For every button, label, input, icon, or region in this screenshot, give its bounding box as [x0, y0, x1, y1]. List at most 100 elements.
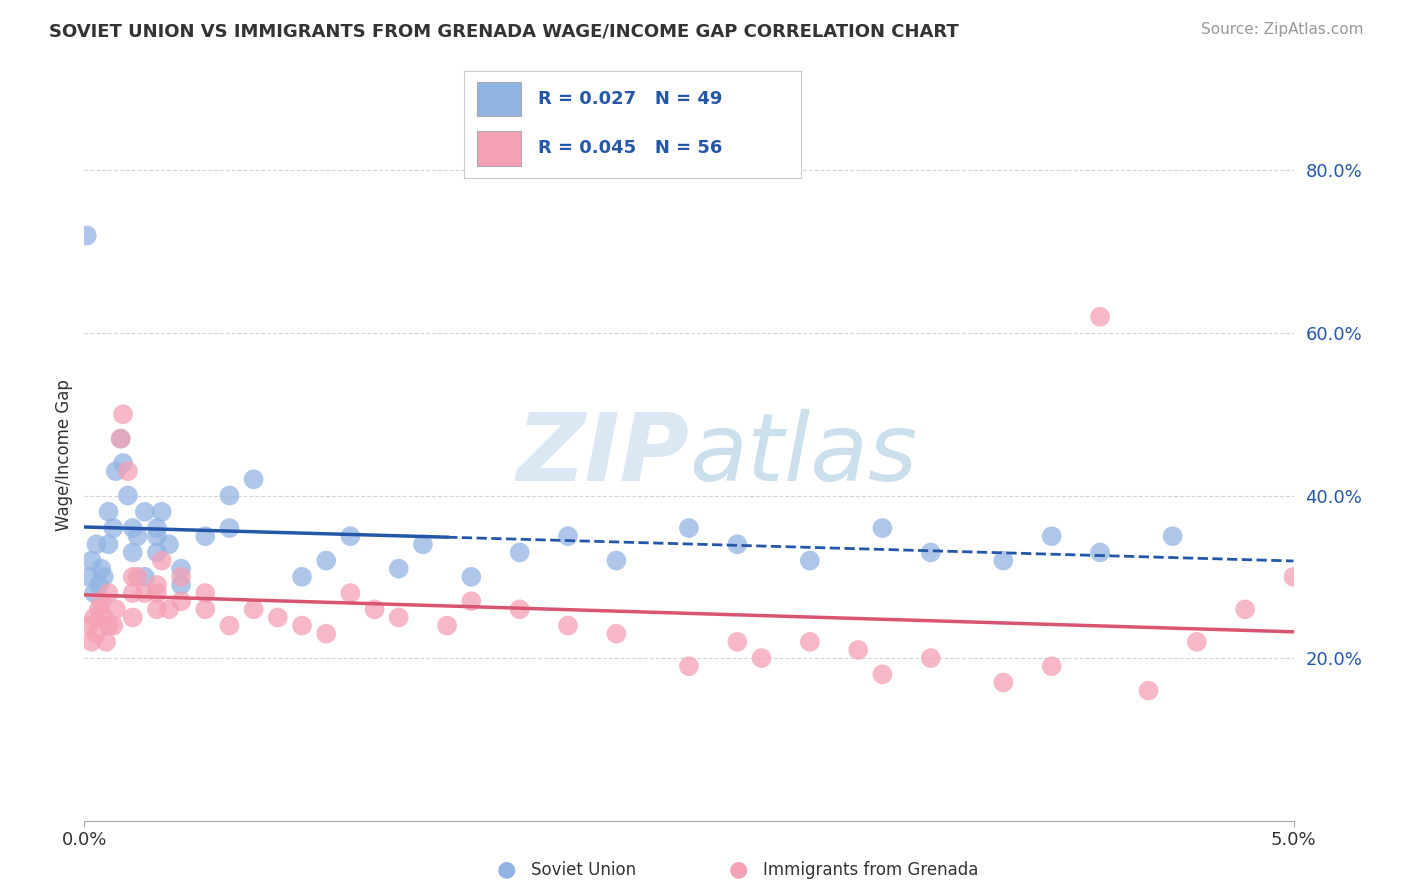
Point	[799, 553, 821, 567]
Point	[110, 432, 132, 446]
Point	[605, 626, 627, 640]
Point	[121, 521, 143, 535]
Point	[150, 505, 173, 519]
Point	[218, 489, 240, 503]
Point	[87, 602, 110, 616]
Text: ●: ●	[728, 860, 748, 880]
Point	[460, 594, 482, 608]
Point	[218, 521, 240, 535]
Point	[134, 570, 156, 584]
Point	[388, 610, 411, 624]
Point	[170, 594, 193, 608]
Point	[127, 529, 149, 543]
Point	[90, 562, 112, 576]
Point	[1088, 310, 1111, 324]
Text: SOVIET UNION VS IMMIGRANTS FROM GRENADA WAGE/INCOME GAP CORRELATION CHART: SOVIET UNION VS IMMIGRANTS FROM GRENADA …	[49, 22, 959, 40]
Point	[117, 489, 139, 503]
Point	[605, 553, 627, 567]
Point	[104, 464, 127, 478]
Point	[872, 667, 894, 681]
Point	[388, 562, 411, 576]
Point	[993, 675, 1015, 690]
Point	[97, 618, 120, 632]
Point	[242, 602, 264, 616]
Point	[146, 578, 169, 592]
Point	[103, 521, 125, 535]
Point	[799, 635, 821, 649]
Point	[291, 570, 314, 584]
Point	[920, 651, 942, 665]
Point	[127, 570, 149, 584]
Point	[218, 618, 240, 632]
Point	[110, 432, 132, 446]
Point	[121, 570, 143, 584]
Point	[725, 635, 748, 649]
Point	[146, 529, 169, 543]
Point	[146, 602, 169, 616]
Point	[93, 610, 115, 624]
Point	[725, 537, 748, 551]
Point	[90, 594, 112, 608]
Point	[339, 586, 361, 600]
Point	[1161, 529, 1184, 543]
Point	[93, 570, 115, 584]
Point	[80, 635, 103, 649]
Point	[77, 570, 100, 584]
Text: Soviet Union: Soviet Union	[531, 861, 637, 879]
Point	[112, 407, 135, 421]
Point	[87, 578, 110, 592]
Point	[76, 228, 98, 243]
Point	[104, 602, 127, 616]
Point	[117, 464, 139, 478]
Point	[194, 529, 217, 543]
Point	[83, 610, 105, 624]
Point	[678, 521, 700, 535]
Point	[412, 537, 434, 551]
Point	[339, 529, 361, 543]
Text: R = 0.045   N = 56: R = 0.045 N = 56	[538, 139, 723, 157]
Point	[86, 537, 108, 551]
Point	[150, 553, 173, 567]
Point	[846, 643, 869, 657]
Point	[1040, 529, 1063, 543]
Point	[315, 626, 337, 640]
Point	[509, 545, 531, 559]
Point	[557, 529, 579, 543]
Point	[83, 586, 105, 600]
Point	[509, 602, 531, 616]
Point	[134, 505, 156, 519]
Text: Immigrants from Grenada: Immigrants from Grenada	[763, 861, 979, 879]
Point	[97, 586, 120, 600]
Point	[121, 610, 143, 624]
Point	[1137, 683, 1160, 698]
Point	[920, 545, 942, 559]
Point	[363, 602, 385, 616]
Point	[121, 586, 143, 600]
Point	[157, 602, 180, 616]
Point	[1185, 635, 1208, 649]
Point	[751, 651, 773, 665]
Point	[1234, 602, 1257, 616]
Bar	[478, 131, 522, 166]
Point	[678, 659, 700, 673]
Point	[1282, 570, 1305, 584]
Text: Source: ZipAtlas.com: Source: ZipAtlas.com	[1201, 22, 1364, 37]
Point	[1088, 545, 1111, 559]
Text: ●: ●	[496, 860, 516, 880]
Point	[170, 578, 193, 592]
Point	[103, 618, 125, 632]
Point	[460, 570, 482, 584]
Text: atlas: atlas	[689, 409, 917, 500]
Point	[436, 618, 458, 632]
Text: R = 0.027   N = 49: R = 0.027 N = 49	[538, 90, 723, 108]
Bar	[478, 82, 522, 116]
Point	[146, 586, 169, 600]
Point	[557, 618, 579, 632]
Point	[157, 537, 180, 551]
Point	[77, 618, 100, 632]
Point	[146, 545, 169, 559]
Point	[315, 553, 337, 567]
Point	[134, 586, 156, 600]
Point	[80, 553, 103, 567]
Point	[146, 521, 169, 535]
